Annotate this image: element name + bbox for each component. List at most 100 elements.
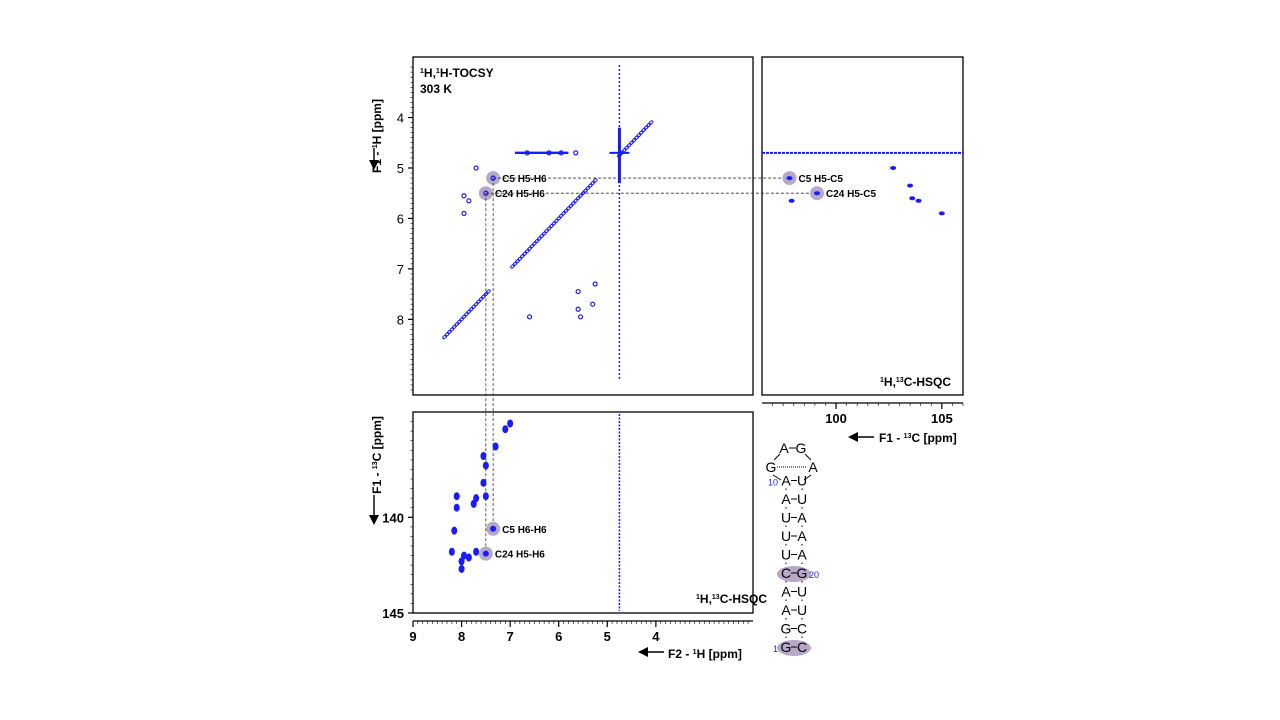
diagonal-peak [454, 322, 460, 327]
tocsy-title-group: 1H,1H-TOCSY 303 K [420, 66, 494, 96]
diagonal-peak [529, 243, 535, 249]
diagonal-peak [449, 327, 455, 332]
diagonal-peak [641, 127, 647, 133]
tocsy-ytick-label: 6 [397, 211, 404, 226]
hsqc-top-highlight-label: C5 H5-C5 [799, 174, 844, 185]
rna-base-right: A [797, 510, 807, 526]
rna-base-right: C [797, 639, 807, 655]
hsqc-bottom-peak [465, 553, 472, 562]
tocsy-cross-peak [546, 150, 552, 156]
tocsy-frame [412, 56, 754, 396]
hsqc-bottom-peak [451, 526, 458, 535]
diagonal-peak [561, 211, 566, 216]
rna-base-left: A [781, 584, 791, 600]
diagonal-peak [634, 135, 639, 140]
highlights: C5 H5-H6 C24 H5-H6 C5 H5-C5 C24 H5-C5 C5 H6-… [478, 171, 876, 561]
hsqc-bottom-peak [507, 419, 514, 428]
hsqc-bottom-peak [458, 564, 465, 573]
diagonal-peak [544, 228, 549, 234]
hsqc-y-arrowhead [369, 515, 379, 525]
rna-loop-backbone [804, 453, 812, 461]
rna-loop-right: A [808, 459, 818, 475]
hsqc-bottom-peak [480, 452, 487, 461]
rna-highlight [777, 566, 811, 582]
tocsy-cross-peak [577, 314, 584, 320]
diagonal-peak [573, 198, 579, 204]
hsqc-bottom-highlight-label: C5 H6-H6 [502, 525, 547, 536]
diagonal-peak [566, 206, 571, 211]
diagonal-peak [442, 334, 447, 340]
tocsy-cross-peak [461, 193, 467, 199]
tocsy-ytick-label: 4 [397, 111, 404, 126]
hsqc-top-peak [938, 211, 945, 216]
diagonal-peak [532, 241, 537, 246]
hsqc-bottom-peak [470, 499, 477, 508]
c13-arrowhead [848, 432, 858, 442]
diagonal-peak [568, 203, 574, 209]
hsqc-bottom-ytick-label: 145 [382, 606, 404, 621]
diagonal-peak [570, 201, 576, 206]
tocsy-ytick-label: 8 [397, 312, 404, 327]
diagonal-peak [519, 254, 525, 259]
tocsy-cross-peak [466, 198, 472, 204]
rna-number: 10 [768, 478, 778, 488]
diagonal-peak [646, 122, 651, 128]
diagonal-peak [471, 304, 477, 309]
rna-base-right: A [797, 528, 807, 544]
tocsy-yticks: 4 5 6 7 8 [397, 66, 413, 391]
diagonal-peak [447, 329, 452, 335]
hsqc-bottom-xtick-label: 9 [409, 629, 416, 644]
diagonal-peak [549, 223, 554, 229]
tocsy-title: 1H,1H-TOCSY [420, 66, 494, 80]
hsqc-bottom-peak [480, 478, 487, 487]
diagonal-peak [626, 143, 632, 148]
rna-loop-top-left: A [779, 440, 789, 456]
rna-loop-left: G [766, 459, 777, 475]
hsqc-bottom-xlabel: F2 - 1H [ppm] [668, 647, 742, 661]
tocsy-cross-peak [558, 150, 564, 156]
hsqc-top-title: 1H,13C-HSQC [880, 375, 951, 389]
hsqc-top-peak [907, 183, 914, 188]
diagonal-peak [522, 251, 528, 256]
rna-structure: 1 G CG CA UA UC G 20U AU AU AA U10 A UG AA G [766, 440, 819, 656]
diagonal-peak [638, 130, 644, 135]
diagonal-peak [510, 264, 515, 269]
diagonal-peak [541, 231, 547, 236]
diagonal-peak [643, 125, 649, 130]
hsqc-bottom-peak [448, 547, 455, 556]
diagonal-peak [546, 226, 552, 231]
tocsy-cross-peak [590, 301, 596, 307]
diagonal-peak [461, 314, 467, 320]
tocsy-cross-peak [575, 306, 581, 312]
hsqc-top-frame [761, 56, 964, 396]
diagonal-peak [624, 145, 630, 151]
rna-base-right: U [797, 602, 807, 618]
hsqc-bottom-peaks [448, 419, 514, 573]
diagonal-peak [478, 296, 484, 302]
diagonal-peak [536, 236, 542, 241]
hsqc-bottom-peak [492, 442, 499, 451]
rna-number: 20 [809, 570, 819, 580]
x-arrowhead [638, 647, 648, 657]
diagonal-peak [517, 256, 523, 262]
tocsy-highlight-label: C24 H5-H6 [495, 189, 545, 200]
hsqc-bottom-peak [482, 492, 489, 501]
tocsy-cross-peak [473, 165, 479, 171]
diagonal-peak [551, 221, 557, 226]
hsqc-top-xtick-label: 105 [931, 411, 953, 426]
tocsy-ytick-label: 5 [397, 161, 404, 176]
diagonal-peak [539, 233, 545, 239]
diagonal-peak [527, 246, 532, 251]
tocsy-cross-peak [461, 210, 467, 216]
rna-base-left: U [781, 510, 791, 526]
hsqc-bottom-xtick-label: 6 [555, 629, 562, 644]
diagonal-peak [451, 324, 457, 330]
hsqc-bottom-ytick-label: 140 [382, 510, 404, 525]
rna-base-left: U [781, 547, 791, 563]
diagonal-peak [483, 291, 489, 297]
diagonal-peak [585, 185, 591, 191]
rna-loop-backbone [772, 474, 782, 481]
diagonal-peak [583, 188, 588, 193]
rna-loop-backbone [773, 453, 781, 461]
hsqc-bottom-highlight-label: C24 H5-H6 [495, 550, 545, 561]
